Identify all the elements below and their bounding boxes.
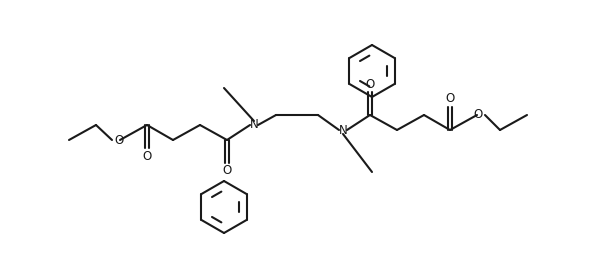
Text: N: N <box>250 119 259 132</box>
Text: O: O <box>222 165 232 178</box>
Text: O: O <box>445 93 455 105</box>
Text: O: O <box>142 150 151 162</box>
Text: O: O <box>473 108 483 122</box>
Text: O: O <box>114 133 123 147</box>
Text: O: O <box>365 77 375 90</box>
Text: N: N <box>339 123 347 136</box>
